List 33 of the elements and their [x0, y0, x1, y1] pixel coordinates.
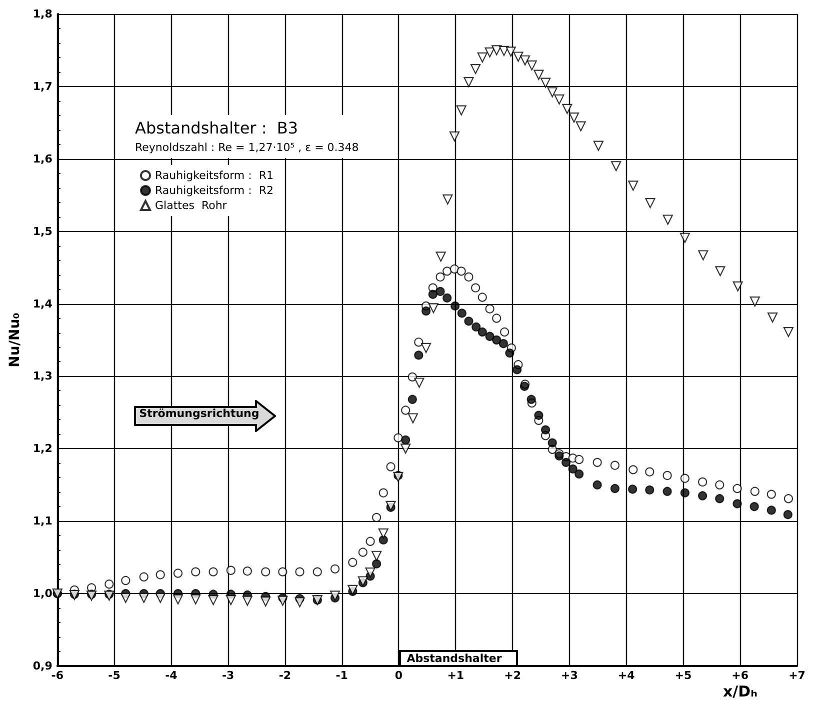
x-axis-title: x/Dₕ	[723, 682, 758, 700]
text: Abstandshalter : B3	[135, 118, 298, 138]
y-tick-label: 1,3	[32, 370, 52, 383]
x-tick-label: +2	[504, 669, 521, 682]
annotation: Abstandshalter	[398, 650, 518, 667]
y-tick-label: 1,0	[32, 587, 53, 600]
legend-label: Rauhigkeitsform : R1	[155, 169, 274, 182]
x-tick-label: -5	[108, 669, 120, 682]
y-tick-label: 1,2	[32, 442, 52, 456]
x-tick-label: 0	[394, 669, 403, 682]
y-axis-title: Nu/Nu₀	[7, 312, 23, 368]
x-tick-label: +1	[447, 669, 464, 682]
y-tick-label: 1,6	[32, 152, 53, 166]
annotation: Strömungsrichtung	[139, 407, 260, 420]
x-tick-label: -4	[165, 669, 178, 682]
x-tick-label: -3	[222, 669, 234, 682]
legend-label: Glattes Rohr	[155, 199, 228, 212]
x-tick-label: -6	[51, 669, 64, 682]
x-tick-label: -2	[278, 669, 292, 682]
y-tick-label: 0,9	[32, 660, 52, 672]
x-tick-label: +3	[560, 669, 578, 682]
x-tick-label: +4	[618, 669, 636, 682]
y-tick-label: 1,4	[32, 297, 53, 310]
y-tick-label: 1,1	[32, 514, 52, 528]
y-tick-label: 1,7	[32, 80, 52, 93]
x-tick-label: +7	[788, 669, 806, 682]
y-tick-label: 1,5	[32, 224, 52, 238]
x-tick-label: -1	[336, 669, 348, 682]
text: Reynoldszahl : Re = 1,27·10⁵ , ε = 0.348	[135, 141, 359, 154]
legend-label: Rauhigkeitsform : R2	[155, 184, 274, 197]
y-tick-label: 1,8	[32, 8, 52, 20]
x-tick-label: +5	[674, 669, 692, 682]
x-tick-label: +6	[732, 669, 749, 682]
